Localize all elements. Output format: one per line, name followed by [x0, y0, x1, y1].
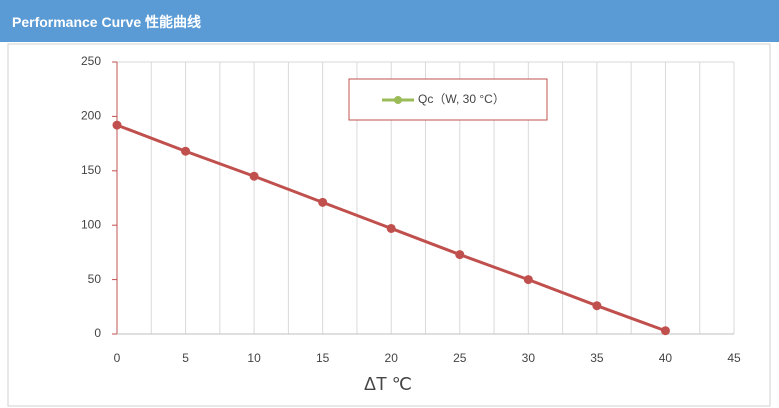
x-tick-label: 35	[590, 351, 604, 365]
x-tick-label: 40	[659, 351, 673, 365]
header-title: Performance Curve 性能曲线	[12, 14, 202, 30]
y-tick-label: 50	[88, 272, 102, 286]
header: Performance Curve 性能曲线	[0, 0, 779, 42]
x-tick-label: 25	[453, 351, 467, 365]
y-tick-label: 250	[81, 54, 101, 68]
y-tick-label: 0	[94, 326, 101, 340]
x-tick-label: 15	[316, 351, 330, 365]
point	[181, 146, 191, 156]
y-tick-label: 200	[81, 109, 101, 123]
x-tick-label: 20	[385, 351, 399, 365]
point	[112, 120, 122, 130]
y-tick-label: 150	[81, 163, 101, 177]
chart-frame	[7, 43, 771, 407]
point	[523, 275, 533, 285]
x-tick-label: 5	[182, 351, 189, 365]
point	[592, 301, 602, 311]
point	[455, 250, 465, 260]
y-tick-label: 100	[81, 217, 101, 231]
x-tick-label: 45	[727, 351, 741, 365]
point	[660, 326, 670, 336]
legend-label: Qc（W, 30 °C）	[418, 92, 505, 106]
x-axis-label: ΔT ℃	[364, 374, 412, 394]
legend-marker	[394, 96, 402, 104]
x-tick-label: 0	[114, 351, 121, 365]
point	[318, 197, 328, 207]
point	[386, 223, 396, 233]
x-tick-label: 30	[522, 351, 536, 365]
point	[249, 171, 259, 181]
x-tick-label: 10	[247, 351, 261, 365]
